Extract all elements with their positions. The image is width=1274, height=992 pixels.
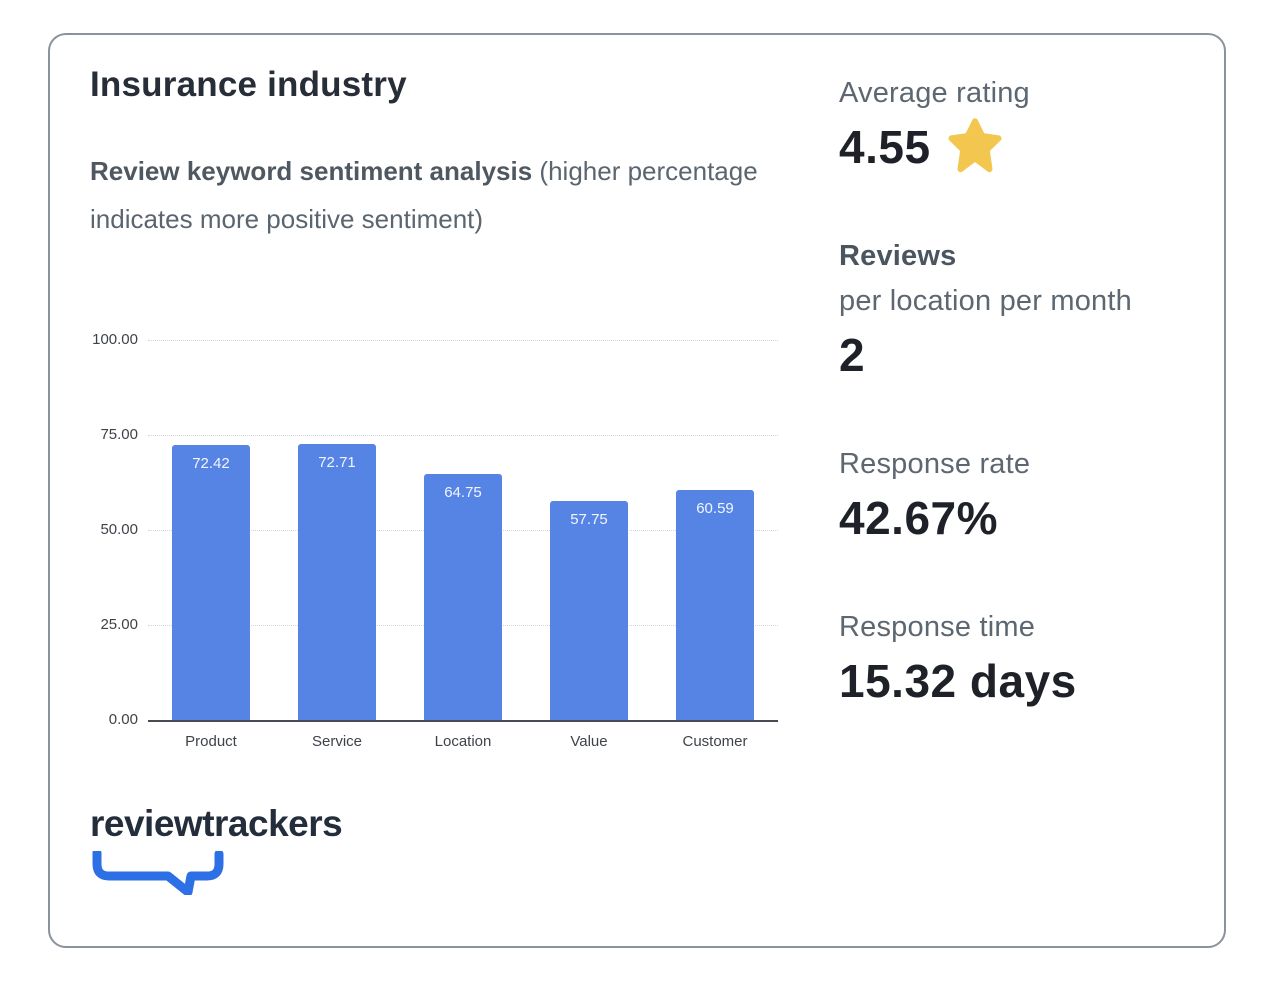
x-tick-label: Customer (682, 733, 748, 750)
gridline (148, 435, 778, 436)
page-title: Insurance industry (90, 65, 407, 104)
response-time-label: Response time (839, 611, 1036, 643)
bar-location: 64.75 (424, 473, 502, 720)
response-time-value: 15.32 days (839, 655, 1077, 707)
y-tick-label: 0.00 (108, 711, 138, 728)
chart-subtitle-bold: Review keyword sentiment analysis (90, 156, 533, 186)
star-icon (948, 118, 1002, 173)
bar-customer: 60.59 (676, 489, 754, 720)
response-rate-label: Response rate (839, 448, 1031, 480)
y-tick-label: 50.00 (100, 521, 138, 538)
bar-value-label: 57.75 (570, 510, 608, 528)
gridline (148, 340, 778, 341)
average-rating-value: 4.55 (839, 121, 931, 173)
stats-column: Average rating 4.55 Reviews per location… (839, 77, 1211, 774)
sentiment-bar-chart: 72.42 72.71 64.75 57.75 60.59 0.00 25.00 50.00… (90, 330, 780, 765)
reviews-label: Reviews (839, 240, 957, 272)
reviews-value: 2 (839, 329, 866, 381)
y-tick-label: 100.00 (92, 331, 138, 348)
x-tick-label: Product (185, 733, 237, 750)
x-tick-label: Value (570, 733, 608, 750)
bar-value: 57.75 (550, 500, 628, 720)
reviews-sublabel: per location per month (839, 285, 1132, 317)
bar-product: 72.42 (172, 444, 250, 720)
speech-bubble-icon (92, 851, 224, 895)
chart-subtitle: Review keyword sentiment analysis (highe… (90, 147, 776, 243)
response-rate-value: 42.67% (839, 492, 999, 544)
x-tick-label: Location (434, 733, 492, 750)
x-axis-line (148, 720, 778, 722)
bar-value-label: 72.42 (192, 454, 230, 472)
stat-average-rating: Average rating 4.55 (839, 77, 1211, 174)
stat-reviews: Reviews per location per month 2 (839, 240, 1211, 382)
x-tick-label: Service (311, 733, 363, 750)
brand-logo-text: reviewtrackers (90, 803, 343, 844)
bar-value-label: 60.59 (696, 499, 734, 517)
bar-service: 72.71 (298, 443, 376, 720)
infographic-card: Insurance industry Review keyword sentim… (48, 33, 1226, 948)
chart-plot: 72.42 72.71 64.75 57.75 60.59 (148, 340, 778, 720)
y-tick-label: 25.00 (100, 616, 138, 633)
stat-response-rate: Response rate 42.67% (839, 448, 1211, 545)
brand-logo: reviewtrackers (90, 803, 343, 895)
bar-value-label: 64.75 (444, 483, 482, 501)
average-rating-label: Average rating (839, 77, 1030, 109)
y-tick-label: 75.00 (100, 426, 138, 443)
stat-response-time: Response time 15.32 days (839, 611, 1211, 708)
bar-value-label: 72.71 (318, 453, 356, 471)
chart-subtitle-rest: (higher percentage indicates more positi… (90, 156, 758, 234)
